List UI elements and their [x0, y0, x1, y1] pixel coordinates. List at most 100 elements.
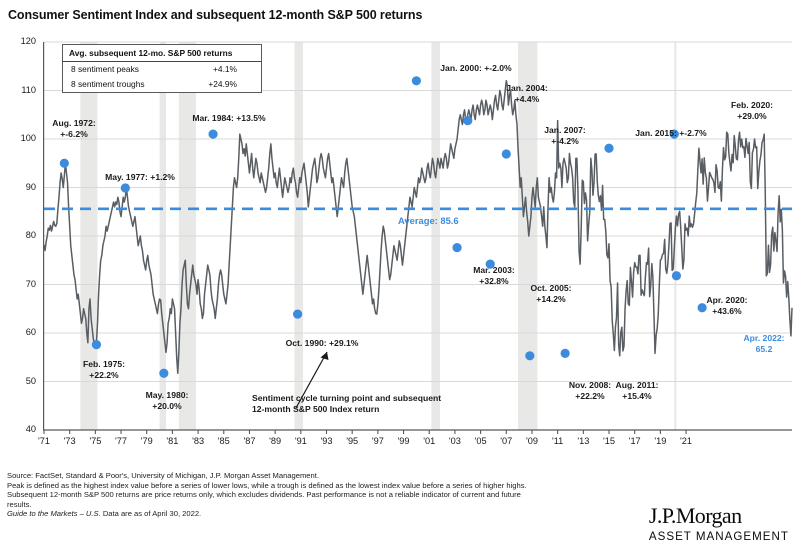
- turning-point-marker: [452, 243, 462, 253]
- annotation-line-1: Apr. 2020:: [706, 295, 748, 305]
- turning-point-marker: [604, 143, 614, 153]
- annotation-line-1: Aug. 1972:: [52, 118, 96, 128]
- turning-point-marker: [463, 115, 473, 126]
- annotation-line-2: 65.2: [755, 343, 773, 354]
- annotation-line-1: Feb. 2020:: [730, 100, 774, 110]
- turning-point-marker: [159, 368, 169, 378]
- x-tick-label: '87: [243, 436, 256, 446]
- annotation-line-1: Aug. 2011:: [615, 380, 659, 390]
- y-tick-label: 110: [21, 84, 36, 95]
- x-tick-label: '17: [628, 436, 641, 446]
- turning-point-marker: [501, 149, 511, 159]
- annotation-mar-2003: Mar. 2003: +32.8%: [434, 265, 554, 286]
- callout-line-1: Sentiment cycle turning point and subseq…: [252, 393, 442, 403]
- y-tick-label: 100: [20, 133, 36, 143]
- annotation-feb-2020: Feb. 2020: +29.0%: [692, 100, 799, 121]
- x-tick-label: '91: [294, 436, 307, 446]
- y-tick-label: 50: [25, 375, 36, 386]
- x-tick-label: '01: [423, 436, 436, 446]
- x-tick-label: '19: [654, 436, 667, 446]
- turning-point-marker: [671, 271, 682, 281]
- x-tick-label: '15: [603, 436, 615, 446]
- x-axis-group: [43, 429, 792, 434]
- y-tick-label: 80: [25, 230, 36, 240]
- x-tick-label: '05: [474, 436, 487, 446]
- annotation-jan-2007: Jan. 2007: +-4.2%: [505, 125, 625, 146]
- annotation-jan-2015: Jan. 2015: +-2.7%: [611, 128, 731, 139]
- annotation-jan-2000: Jan. 2000: +-2.0%: [416, 63, 536, 74]
- annotation-line-1: Mar. 1984: +13.5%: [192, 113, 266, 123]
- x-tick-label: '11: [551, 436, 564, 446]
- annotation-oct-1990: Oct. 1990: +29.1%: [262, 338, 382, 349]
- annotation-line-1: Jan. 2004:: [506, 83, 548, 93]
- x-tick-label: '07: [500, 436, 513, 446]
- turning-point-marker: [485, 259, 495, 269]
- annotation-line-1: May. 1977: +1.2%: [105, 172, 175, 182]
- annotation-may-1977: May. 1977: +1.2%: [80, 172, 200, 183]
- turning-point-marker: [293, 309, 303, 319]
- sentiment-index-line: [43, 80, 793, 374]
- annotation-line-1: Feb. 1975:: [82, 359, 126, 369]
- annotation-line-2: +22.2%: [575, 390, 605, 401]
- annotation-line-1: Oct. 1990: +29.1%: [285, 338, 359, 348]
- x-tick-label: '75: [89, 436, 102, 446]
- x-tick-label: '85: [217, 436, 230, 446]
- x-tick-label: '93: [320, 436, 333, 446]
- callout-arrow: [295, 351, 329, 409]
- turning-point-marker: [697, 303, 707, 313]
- turning-point-marker: [208, 129, 218, 139]
- turning-point-marker: [59, 158, 69, 168]
- x-tick-label: '09: [525, 436, 538, 446]
- legend-row-troughs: 8 sentiment troughs +24.9%: [63, 77, 261, 92]
- x-tick-label: '97: [371, 436, 384, 446]
- annotation-nov-2008: Nov. 2008: +22.2%: [530, 380, 650, 401]
- annotation-aug-2011: Aug. 2011: +15.4%: [577, 380, 697, 401]
- chart-plot-area: 40 50 60 70 80 90 100 110 120 '71 '73 '75 '77 '79 '81…: [0, 36, 799, 446]
- turning-point-marker: [120, 183, 130, 193]
- annotation-line-2: +-6.2%: [60, 128, 88, 139]
- annotation-mar-1984: Mar. 1984: +13.5%: [169, 113, 289, 124]
- average-label: Average: 85.6: [398, 214, 459, 226]
- turning-point-marker: [525, 351, 535, 361]
- turning-point-markers: [59, 76, 707, 378]
- legend-troughs-value: +24.9%: [208, 79, 237, 90]
- annotation-may-1980: May. 1980: +20.0%: [107, 390, 227, 411]
- x-tick-label: '95: [346, 436, 359, 446]
- y-tick-label: 120: [20, 36, 36, 46]
- x-tick-label: '21: [680, 436, 693, 446]
- y-axis-line: [43, 42, 45, 430]
- annotation-line-2: +4.4%: [514, 93, 540, 104]
- x-tick-label: '03: [448, 436, 461, 446]
- legend-row-peaks: 8 sentiment peaks +4.1%: [63, 62, 261, 77]
- legend-peaks-value: +4.1%: [213, 64, 237, 75]
- guide-date: Data are as of April 30, 2022.: [100, 509, 202, 519]
- annotation-line-2: +20.0%: [152, 400, 182, 411]
- annotation-aug-1972: Aug. 1972: +-6.2%: [14, 118, 134, 139]
- annotation-line-1: Jan. 2015: +-2.7%: [635, 128, 707, 138]
- annotation-line-2: +29.0%: [737, 110, 767, 121]
- turning-point-marker: [669, 129, 679, 139]
- annotation-last-point: Apr. 2022: 65.2: [704, 333, 799, 354]
- x-tick-label: '99: [397, 436, 410, 446]
- y-tick-label: 90: [25, 181, 36, 192]
- guide-title: Guide to the Markets – U.S.: [7, 509, 101, 519]
- annotation-line-1: Jan. 2007:: [544, 125, 586, 135]
- annotation-apr-2020: Apr. 2020: +43.6%: [667, 295, 787, 316]
- legend-header: Avg. subsequent 12-mo. S&P 500 returns: [63, 45, 261, 62]
- footnote-note: Peak is defined as the highest index val…: [7, 480, 527, 509]
- annotation-line-2: +32.8%: [479, 275, 509, 286]
- x-tick-label: '13: [577, 436, 590, 446]
- turning-point-marker: [91, 340, 102, 350]
- legend-peaks-label: 8 sentiment peaks: [71, 64, 139, 75]
- footnotes: Source: FactSet, Standard & Poor's, Univ…: [7, 471, 547, 519]
- y-tick-label: 40: [25, 424, 36, 434]
- annotation-feb-1975: Feb. 1975: +22.2%: [44, 359, 164, 380]
- annotation-line-1: Nov. 2008:: [568, 380, 612, 390]
- turning-point-marker: [411, 76, 421, 86]
- annotation-line-1: Apr. 2022:: [743, 333, 785, 343]
- annotation-oct-2005: Oct. 2005: +14.2%: [491, 283, 611, 304]
- footnote-source: Source: FactSet, Standard & Poor's, Univ…: [7, 471, 319, 480]
- legend-box: Avg. subsequent 12-mo. S&P 500 returns 8…: [62, 44, 262, 93]
- annotation-line-2: +22.2%: [89, 369, 119, 380]
- callout-line-2: 12-month S&P 500 Index return: [252, 403, 380, 414]
